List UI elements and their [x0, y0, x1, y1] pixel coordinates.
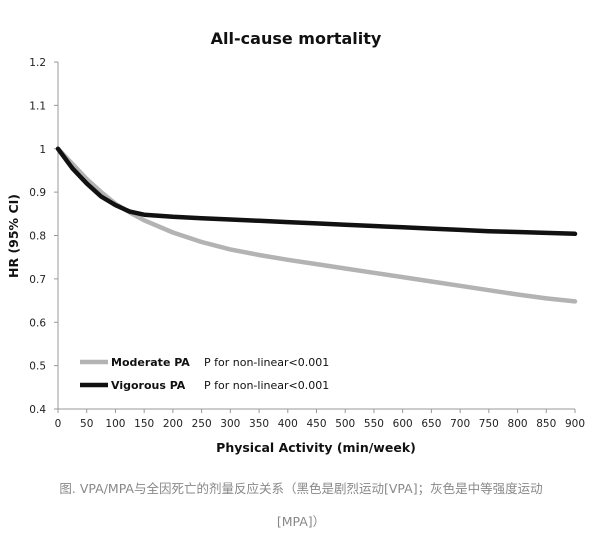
- y-tick-label: 0.5: [29, 361, 46, 373]
- x-tick-label: 150: [134, 418, 154, 430]
- x-tick-label: 400: [278, 418, 298, 430]
- y-axis-label: HR (95% CI): [6, 194, 21, 278]
- chart: All-cause mortality 0.4 0.5 0.6 0.7 0.8 0.9 1 1…: [6, 29, 585, 455]
- x-axis-label: Physical Activity (min/week): [216, 440, 416, 455]
- legend-label: Moderate PA: [111, 356, 190, 369]
- x-tick-label: 50: [80, 418, 93, 430]
- x-tick-label: 200: [163, 418, 183, 430]
- y-tick-label: 0.4: [29, 404, 46, 416]
- figure-caption-line-2: [MPA]）: [276, 514, 326, 529]
- x-tick-label: 100: [105, 418, 125, 430]
- x-tick-label: 800: [508, 418, 528, 430]
- series-line-moderate-pa: [55, 146, 578, 304]
- x-tick-label: 350: [249, 418, 269, 430]
- y-tick-label: 0.7: [29, 274, 46, 286]
- legend-label: Vigorous PA: [111, 379, 186, 392]
- x-tick-label: 600: [393, 418, 413, 430]
- series-layer: [55, 146, 578, 304]
- x-tick-label: 550: [364, 418, 384, 430]
- x-tick-label: 900: [565, 418, 585, 430]
- chart-title: All-cause mortality: [211, 29, 382, 48]
- legend-p-value: P for non-linear<0.001: [204, 356, 329, 369]
- axes: 0.4 0.5 0.6 0.7 0.8 0.9 1 1.1 1.2 0 50 100 150 200 250…: [29, 57, 585, 430]
- y-tick-label: 0.9: [29, 187, 46, 199]
- legend-p-value: P for non-linear<0.001: [204, 379, 329, 392]
- x-tick-label: 850: [536, 418, 556, 430]
- x-tick-label: 0: [55, 418, 62, 430]
- x-tick-label: 450: [306, 418, 326, 430]
- x-tick-label: 750: [479, 418, 499, 430]
- y-tick-label: 0.8: [29, 231, 46, 243]
- series-line-vigorous-pa: [55, 146, 578, 237]
- y-tick-label: 1.1: [29, 100, 46, 112]
- x-tick-label: 500: [335, 418, 355, 430]
- y-tick-label: 0.6: [29, 317, 46, 329]
- x-tick-label: 300: [220, 418, 240, 430]
- y-tick-label: 1: [39, 144, 46, 156]
- y-tick-label: 1.2: [29, 57, 46, 69]
- legend: Moderate PA P for non-linear<0.001 Vigorou…: [80, 356, 329, 392]
- x-tick-label: 250: [192, 418, 212, 430]
- x-tick-label: 650: [421, 418, 441, 430]
- x-tick-label: 700: [450, 418, 470, 430]
- figure-caption-line-1: 图. VPA/MPA与全因死亡的剂量反应关系（黑色是剧烈运动[VPA]；灰色是中…: [59, 481, 543, 496]
